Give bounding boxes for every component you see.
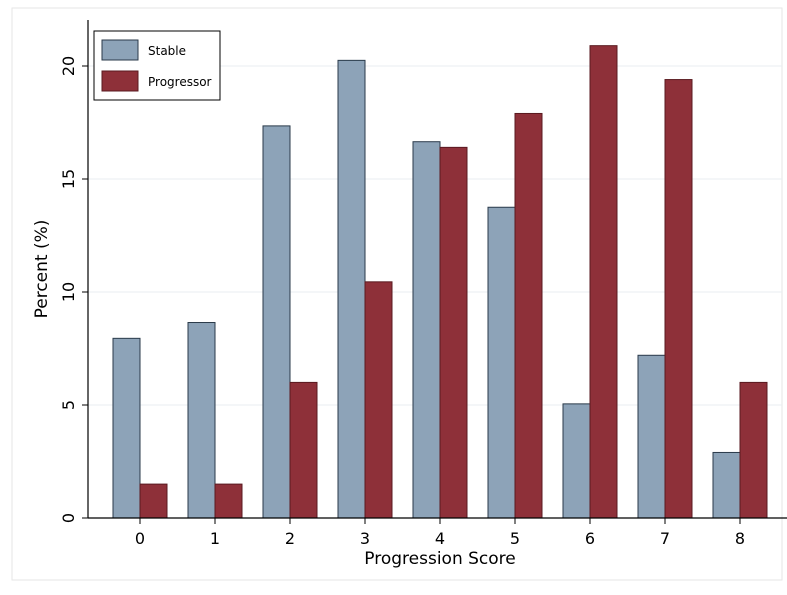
bar-stable-6	[562, 403, 591, 519]
y-tick-label-0: 0	[59, 513, 78, 523]
x-tick-label-4: 4	[435, 529, 445, 548]
axes	[87, 20, 787, 519]
bar-progressor-2	[289, 381, 318, 519]
bar-stable-8	[712, 451, 741, 519]
y-tick-label-20: 20	[59, 56, 78, 76]
x-tick-label-8: 8	[735, 529, 745, 548]
bar-stable-7	[637, 354, 666, 519]
bar-progressor-0	[139, 483, 168, 519]
y-tick-label-15: 15	[59, 169, 78, 189]
bar-progressor-8	[739, 381, 768, 519]
x-tick-label-1: 1	[210, 529, 220, 548]
legend: Stable Progressor	[93, 30, 221, 101]
bar-stable-0	[112, 337, 141, 519]
bar-progressor-7	[664, 79, 693, 519]
x-tick-label-2: 2	[285, 529, 295, 548]
x-tick-label-7: 7	[660, 529, 670, 548]
legend-swatch-progressor	[101, 70, 139, 92]
bar-stable-4	[412, 141, 441, 519]
bar-progressor-6	[589, 45, 618, 519]
bar-progressor-5	[514, 112, 543, 519]
bar-progressor-1	[214, 483, 243, 519]
x-tick-label-6: 6	[585, 529, 595, 548]
y-axis-label: Percent (%)	[32, 220, 52, 319]
y-tick-label-5: 5	[59, 400, 78, 410]
bar-stable-3	[337, 59, 366, 519]
x-tick-label-5: 5	[510, 529, 520, 548]
y-tick-label-10: 10	[59, 282, 78, 302]
bar-stable-2	[262, 125, 291, 519]
bar-progressor-4	[439, 146, 468, 519]
legend-label-progressor: Progressor	[148, 75, 212, 89]
legend-label-stable: Stable	[148, 44, 186, 58]
bar-stable-1	[187, 322, 216, 519]
x-axis-label: Progression Score	[364, 549, 515, 569]
bar-progressor-3	[364, 281, 393, 519]
bar-stable-5	[487, 206, 516, 519]
x-tick-label-3: 3	[360, 529, 370, 548]
tick-labels: 0 5 10 15 20 0 1 2 3 4 5 6 7 8	[59, 56, 745, 548]
legend-swatch-stable	[101, 39, 139, 61]
x-tick-label-0: 0	[135, 529, 145, 548]
bars	[112, 45, 768, 519]
